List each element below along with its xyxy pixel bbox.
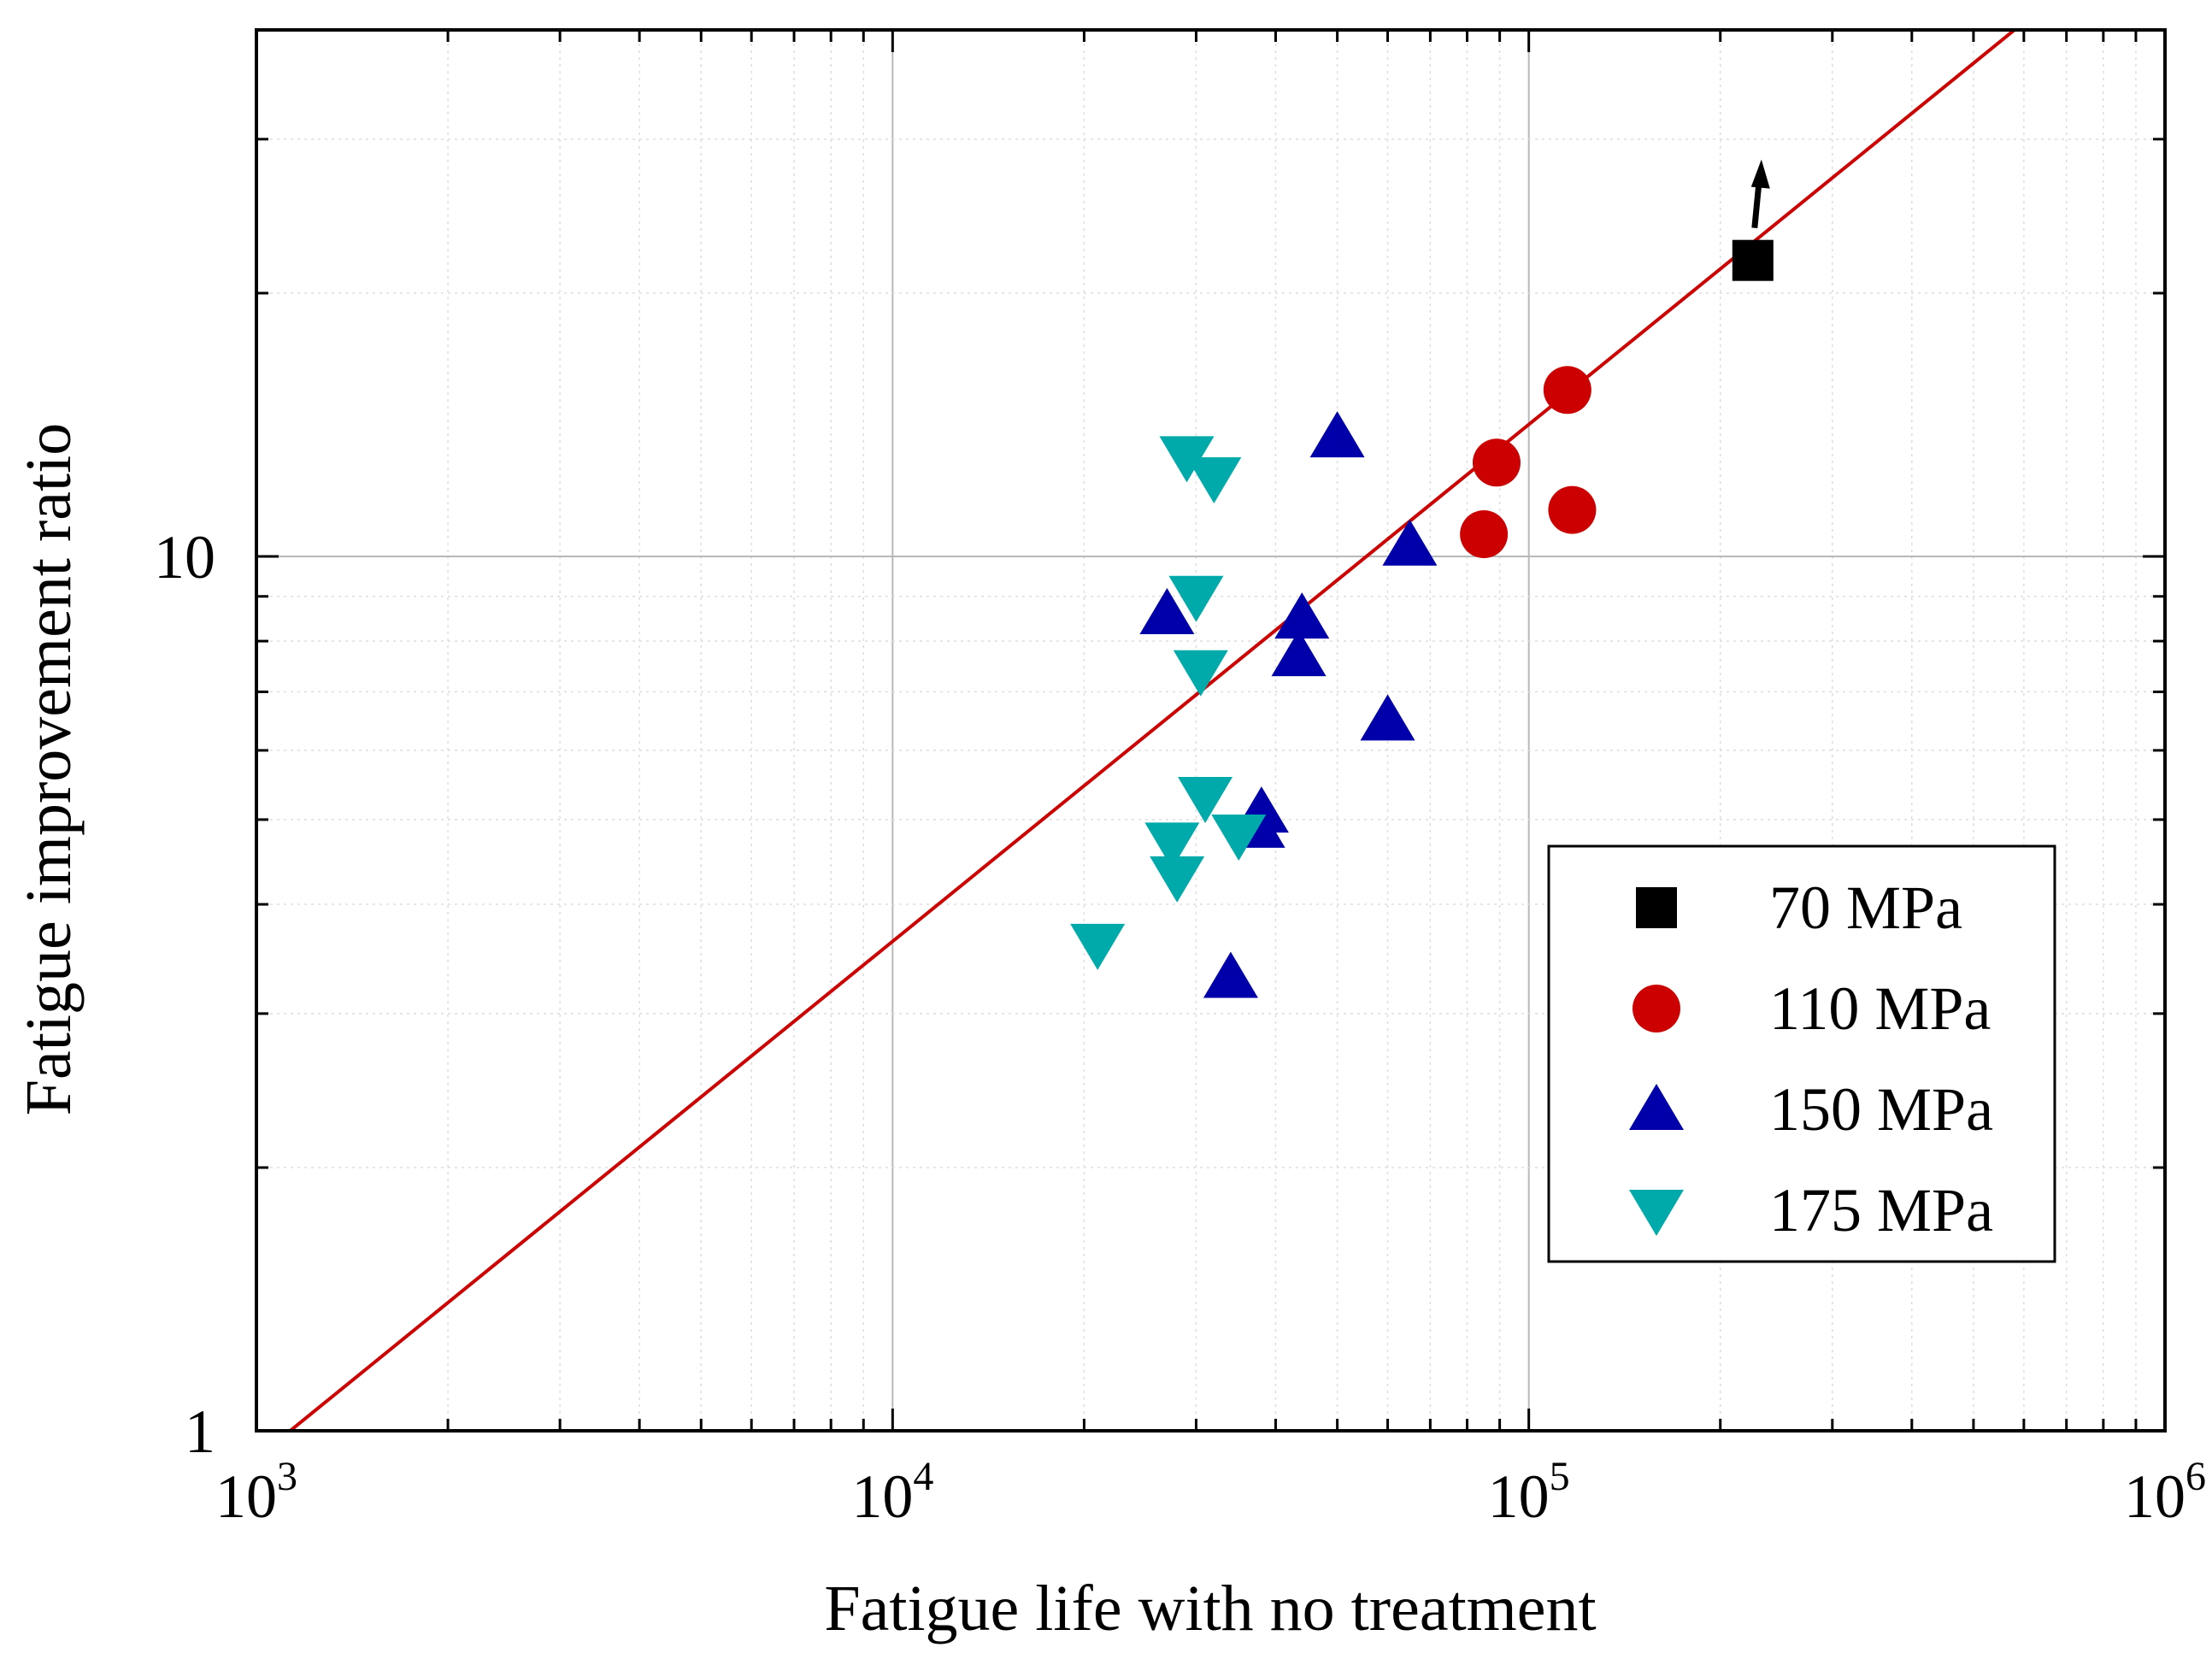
- x-tick-label: 103: [215, 1454, 297, 1531]
- data-point-triangle-up: [1139, 587, 1195, 634]
- x-tick-label: 106: [2124, 1454, 2206, 1531]
- data-point-circle: [1472, 438, 1521, 487]
- legend-marker-triangle-up: [1629, 1084, 1684, 1130]
- x-tick-label-exponent: 5: [1550, 1454, 1570, 1499]
- x-tick-label-exponent: 6: [2186, 1454, 2206, 1499]
- data-point-triangle-up: [1203, 951, 1258, 998]
- data-point-triangle-down: [1150, 856, 1205, 903]
- legend-label: 70 MPa: [1769, 874, 1962, 942]
- data-point-triangle-down: [1211, 815, 1267, 862]
- legend-label: 110 MPa: [1769, 974, 1991, 1043]
- grid: [256, 30, 2165, 1431]
- data-point-triangle-down: [1168, 575, 1224, 622]
- x-tick-label: 105: [1488, 1454, 1570, 1531]
- plot-frame: [255, 28, 2167, 1433]
- runout-arrow-head: [1750, 159, 1770, 189]
- data-point-square: [1732, 239, 1774, 281]
- x-tick-label-exponent: 3: [277, 1454, 297, 1499]
- y-tick-label: 10: [154, 523, 215, 591]
- data-point-triangle-up: [1274, 592, 1330, 639]
- data-points: [1070, 159, 1774, 998]
- legend-marker-square: [1636, 887, 1677, 928]
- x-tick-label-base: 10: [1488, 1462, 1550, 1531]
- data-point-triangle-down: [1178, 777, 1233, 824]
- data-point-triangle-up: [1309, 411, 1365, 458]
- axis-ticks: [255, 28, 2167, 1433]
- x-tick-label: 104: [851, 1454, 933, 1531]
- x-axis-title: Fatigue life with no treatment: [824, 1573, 1596, 1644]
- data-point-triangle-up: [1382, 519, 1438, 566]
- data-point-triangle-down: [1173, 650, 1228, 697]
- legend-label: 150 MPa: [1769, 1075, 1993, 1144]
- x-tick-label-base: 10: [2124, 1462, 2186, 1531]
- data-point-triangle-up: [1271, 630, 1327, 677]
- legend-label: 175 MPa: [1769, 1176, 1993, 1244]
- data-point-triangle-down: [1070, 923, 1126, 970]
- x-tick-label-exponent: 4: [913, 1454, 933, 1499]
- data-point-triangle-up: [1360, 694, 1415, 741]
- data-point-circle: [1460, 510, 1509, 559]
- legend-marker-triangle-down: [1629, 1190, 1684, 1236]
- legend: 70 MPa 110 MPa 150 MPa 175 MPa: [1547, 844, 2056, 1263]
- data-point-triangle-down: [1186, 456, 1242, 503]
- data-point-circle: [1548, 485, 1597, 534]
- fit-line: [289, 30, 2016, 1431]
- fit-line-layer: [289, 30, 2016, 1431]
- data-point-circle: [1543, 366, 1591, 415]
- data-point-triangle-down: [1159, 436, 1215, 483]
- y-axis-title: Fatigue improvement ratio: [13, 423, 85, 1115]
- y-tick-label: 1: [185, 1397, 215, 1466]
- legend-marker-circle: [1633, 985, 1680, 1032]
- data-point-triangle-down: [1144, 822, 1200, 869]
- x-tick-label-base: 10: [215, 1462, 277, 1531]
- x-tick-label-base: 10: [851, 1462, 913, 1531]
